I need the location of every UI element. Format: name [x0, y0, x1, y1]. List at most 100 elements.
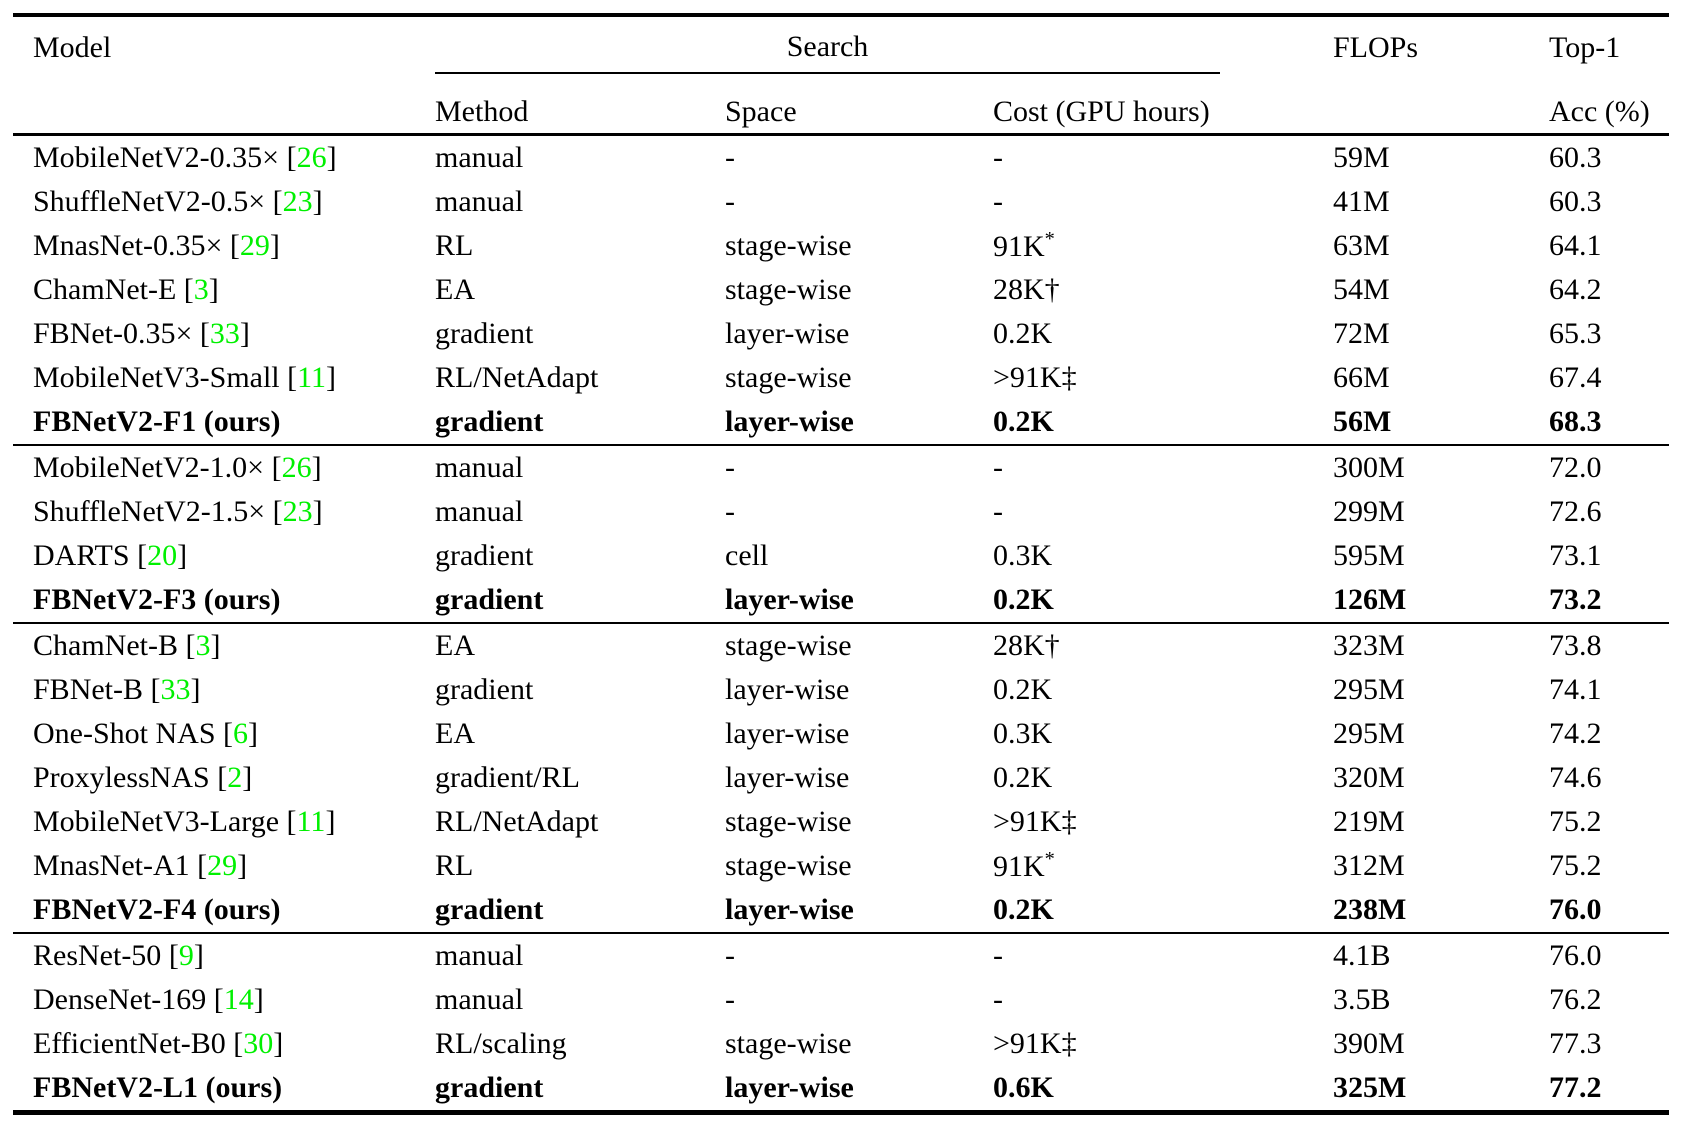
citation-link[interactable]: 2	[227, 760, 243, 794]
cell-search-cost: >91K‡	[993, 804, 1077, 838]
cell-search-space: layer-wise	[725, 716, 850, 750]
cell-search-cost: 91K*	[993, 227, 1055, 263]
cell-top1-acc: 67.4	[1549, 360, 1602, 394]
cell-flops: 320M	[1333, 760, 1405, 794]
cell-search-cost: -	[993, 184, 1003, 218]
table-row: MobileNetV3-Small [11] RL/NetAdapt stage-w…	[13, 356, 1669, 400]
cost-superscript: *	[1044, 847, 1055, 870]
cell-search-method: gradient	[435, 404, 544, 438]
cell-top1-acc: 60.3	[1549, 140, 1602, 174]
citation-link[interactable]: 14	[223, 982, 254, 1016]
cell-top1-acc: 73.2	[1549, 582, 1602, 616]
cell-search-space: stage-wise	[725, 628, 852, 662]
citation-link[interactable]: 9	[178, 938, 194, 972]
cell-model: ResNet-50 [9]	[33, 938, 204, 972]
cell-model: MobileNetV3-Large [11]	[33, 804, 336, 838]
cell-search-space: stage-wise	[725, 272, 852, 306]
cell-search-space: layer-wise	[725, 316, 850, 350]
cell-model: MobileNetV2-1.0× [26]	[33, 450, 322, 484]
citation-link[interactable]: 33	[209, 316, 240, 350]
table-row: FBNet-B [33] gradient layer-wise 0.2K 295M 74…	[13, 668, 1669, 712]
citation-link[interactable]: 26	[296, 140, 327, 174]
cell-search-method: EA	[435, 628, 475, 662]
cell-top1-acc: 68.3	[1549, 404, 1602, 438]
cell-top1-acc: 74.6	[1549, 760, 1602, 794]
cell-search-space: -	[725, 140, 735, 174]
table-group-2: MobileNetV2-1.0× [26] manual - - 300M 72.0 Shu…	[13, 444, 1669, 623]
cell-search-cost: 0.2K	[993, 316, 1053, 350]
cell-search-space: stage-wise	[725, 360, 852, 394]
citation-link[interactable]: 3	[195, 628, 211, 662]
cell-top1-acc: 74.2	[1549, 716, 1602, 750]
cell-top1-acc: 73.8	[1549, 628, 1602, 662]
citation-link[interactable]: 30	[243, 1026, 274, 1060]
cell-search-method: gradient	[435, 892, 544, 926]
cell-flops: 126M	[1333, 582, 1407, 616]
cell-search-method: RL	[435, 848, 474, 882]
col-header-space: Space	[725, 95, 797, 128]
table-row: FBNetV2-F4 (ours) gradient layer-wise 0.2K 2…	[13, 888, 1669, 933]
cell-flops: 295M	[1333, 672, 1405, 706]
cell-search-method: manual	[435, 982, 524, 1016]
col-header-cost: Cost (GPU hours)	[993, 95, 1210, 128]
cell-top1-acc: 77.3	[1549, 1026, 1602, 1060]
cell-search-cost: 0.3K	[993, 538, 1053, 572]
table-row: MobileNetV2-0.35× [26] manual - - 59M 60.3	[13, 134, 1669, 180]
cell-flops: 390M	[1333, 1026, 1405, 1060]
cell-search-space: -	[725, 450, 735, 484]
citation-link[interactable]: 11	[297, 360, 327, 394]
cell-flops: 56M	[1333, 404, 1392, 438]
cell-top1-acc: 73.1	[1549, 538, 1602, 572]
cell-flops: 4.1B	[1333, 938, 1391, 972]
cell-top1-acc: 74.1	[1549, 672, 1602, 706]
citation-link[interactable]: 33	[160, 672, 191, 706]
citation-link[interactable]: 20	[147, 538, 178, 572]
cell-model: ChamNet-E [3]	[33, 272, 219, 306]
cell-search-method: manual	[435, 184, 524, 218]
citation-link[interactable]: 11	[296, 804, 326, 838]
cell-model: FBNetV2-F1 (ours)	[33, 404, 281, 438]
citation-link[interactable]: 23	[282, 494, 313, 528]
cell-flops: 312M	[1333, 848, 1405, 882]
cell-search-cost: 0.2K	[993, 582, 1054, 616]
citation-link[interactable]: 3	[193, 272, 209, 306]
cell-top1-acc: 64.1	[1549, 228, 1602, 262]
cell-search-space: stage-wise	[725, 1026, 852, 1060]
cell-search-method: RL	[435, 228, 474, 262]
cell-model: FBNetV2-L1 (ours)	[33, 1070, 283, 1104]
cell-search-cost: >91K‡	[993, 1026, 1077, 1060]
citation-link[interactable]: 23	[282, 184, 313, 218]
header-row-2: Method Space Cost (GPU hours) Acc (%)	[13, 74, 1669, 134]
cell-search-space: layer-wise	[725, 760, 850, 794]
cell-search-cost: -	[993, 494, 1003, 528]
cell-flops: 299M	[1333, 494, 1405, 528]
cell-search-method: gradient	[435, 1070, 544, 1104]
cell-top1-acc: 60.3	[1549, 184, 1602, 218]
cell-search-method: manual	[435, 450, 524, 484]
citation-link[interactable]: 29	[207, 848, 238, 882]
citation-link[interactable]: 29	[239, 228, 270, 262]
cell-flops: 219M	[1333, 804, 1405, 838]
cell-top1-acc: 76.0	[1549, 892, 1602, 926]
cell-search-method: manual	[435, 494, 524, 528]
cell-top1-acc: 76.2	[1549, 982, 1602, 1016]
cell-search-cost: 28K†	[993, 628, 1060, 662]
cell-model: MnasNet-A1 [29]	[33, 848, 248, 882]
cell-search-method: gradient	[435, 582, 544, 616]
cell-search-cost: 0.2K	[993, 672, 1053, 706]
cell-model: One-Shot NAS [6]	[33, 716, 259, 750]
table-group-3: ChamNet-B [3] EA stage-wise 28K† 323M 73.8 FBN…	[13, 622, 1669, 933]
col-header-search-group: Search	[435, 15, 1333, 74]
cell-top1-acc: 75.2	[1549, 804, 1602, 838]
citation-link[interactable]: 6	[233, 716, 249, 750]
cell-search-cost: -	[993, 938, 1003, 972]
table-row: ResNet-50 [9] manual - - 4.1B 76.0	[13, 933, 1669, 978]
table-row: ChamNet-B [3] EA stage-wise 28K† 323M 73.8	[13, 623, 1669, 668]
cell-flops: 3.5B	[1333, 982, 1391, 1016]
cell-search-cost: 0.2K	[993, 892, 1054, 926]
cell-search-method: RL/NetAdapt	[435, 804, 599, 838]
cell-search-space: layer-wise	[725, 672, 850, 706]
cell-model: ProxylessNAS [2]	[33, 760, 253, 794]
citation-link[interactable]: 26	[281, 450, 312, 484]
